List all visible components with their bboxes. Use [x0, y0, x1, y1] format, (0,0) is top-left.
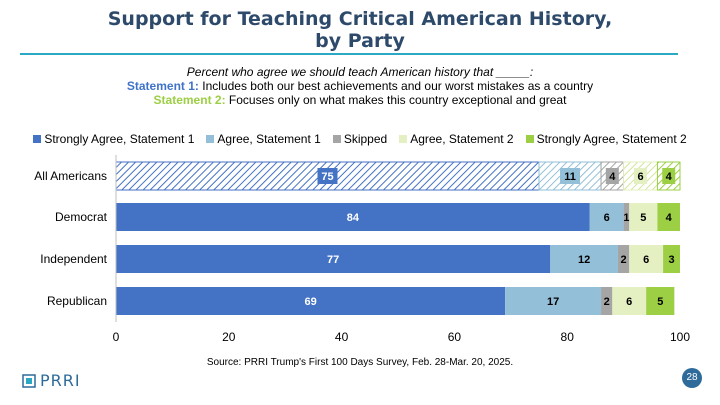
data-label: 75	[321, 171, 333, 183]
logo-text: PRRI	[40, 371, 81, 390]
chart-title-line-2: by Party	[315, 30, 405, 52]
x-tick-label: 60	[448, 330, 462, 344]
x-tick-label: 80	[561, 330, 575, 344]
bar-segment	[629, 203, 658, 231]
legend-item: Agree, Statement 1	[206, 132, 321, 146]
bar-segment	[657, 203, 680, 231]
statement-1-text: Includes both our best achievements and …	[202, 79, 594, 93]
x-tick-label: 0	[113, 330, 120, 344]
legend-item: Strongly Agree, Statement 2	[525, 132, 687, 146]
bar-segment	[612, 287, 647, 315]
subtitle-lead: Percent who agree we should teach Americ…	[186, 65, 534, 79]
bar-segment	[116, 245, 551, 273]
subtitle-statement-1: Statement 1: Includes both our best achi…	[0, 79, 720, 93]
data-label: 6	[643, 254, 649, 266]
legend-label: Agree, Statement 2	[410, 132, 514, 146]
category-label: Republican	[46, 294, 107, 308]
data-label-background	[662, 168, 676, 184]
data-label: 6	[626, 296, 632, 308]
data-label: 5	[640, 212, 646, 224]
data-label-background	[634, 168, 648, 184]
data-label: 6	[604, 212, 610, 224]
data-label: 12	[578, 254, 590, 266]
bar-segment	[646, 287, 675, 315]
chart-title-line-1: Support for Teaching Critical American H…	[107, 8, 613, 30]
bar-segment	[589, 203, 624, 231]
legend-swatch	[33, 135, 42, 143]
x-axis: 0 20 40 60 80 100	[113, 155, 690, 344]
category-label: Democrat	[54, 210, 107, 224]
legend-label: Strongly Agree, Statement 2	[536, 132, 687, 146]
legend-label: Strongly Agree, Statement 1	[44, 132, 195, 146]
bar-segment	[505, 287, 602, 315]
statement-2-label: Statement 2:	[153, 93, 226, 107]
bar-segment	[116, 287, 506, 315]
data-label: 77	[327, 254, 339, 266]
legend-item: Strongly Agree, Statement 1	[33, 132, 194, 146]
prri-logo-icon	[22, 373, 36, 388]
data-label: 69	[304, 296, 316, 308]
data-label-background	[605, 168, 619, 184]
data-label: 4	[666, 212, 673, 224]
data-label: 1	[623, 212, 629, 224]
legend-swatch	[525, 135, 534, 143]
category-label: Independent	[40, 252, 107, 266]
statement-1-label: Statement 1:	[126, 79, 199, 93]
bar-segment	[623, 203, 630, 231]
x-tick-label: 100	[670, 330, 690, 344]
data-label: 2	[621, 254, 627, 266]
bar-segment	[617, 245, 630, 273]
source-note: Source: PRRI Trump's First 100 Days Surv…	[206, 357, 514, 368]
data-label: 5	[657, 296, 663, 308]
subtitle-statement-2: Statement 2: Focuses only on what makes …	[0, 93, 720, 107]
bar-group: 75 11 4 6 484 6 1 5 477 12 2 6 369 17 2 6 5	[115, 161, 681, 315]
legend-swatch	[332, 135, 341, 143]
data-label: 6	[637, 171, 643, 183]
statement-2-text: Focuses only on what makes this country …	[228, 93, 567, 107]
chart-legend: Strongly Agree, Statement 1 Agree, Statem…	[0, 132, 720, 146]
title-divider	[20, 53, 678, 55]
prri-logo: PRRI	[22, 371, 81, 390]
x-tick-label: 40	[335, 330, 349, 344]
data-label: 84	[347, 212, 360, 224]
bar-segment	[601, 287, 613, 315]
data-label: 17	[547, 296, 559, 308]
legend-item: Agree, Statement 2	[399, 132, 514, 146]
data-label: 4	[666, 171, 673, 183]
x-tick-label: 20	[222, 330, 236, 344]
bar-segment	[550, 245, 618, 273]
legend-swatch	[399, 135, 408, 143]
legend-swatch	[206, 135, 215, 143]
data-label-background	[317, 168, 338, 184]
data-label: 4	[609, 171, 616, 183]
legend-item: Skipped	[332, 132, 388, 146]
bar-segment	[116, 203, 590, 231]
legend-label: Agree, Statement 1	[217, 132, 321, 146]
data-label: 3	[668, 254, 674, 266]
data-label: 11	[564, 171, 576, 183]
data-label-background	[560, 168, 581, 184]
legend-label: Skipped	[343, 132, 388, 146]
bar-segment	[663, 245, 680, 273]
page-number-badge: 28	[682, 368, 702, 388]
category-label: All Americans	[34, 169, 107, 183]
data-label: 2	[604, 296, 610, 308]
bar-segment	[629, 245, 664, 273]
